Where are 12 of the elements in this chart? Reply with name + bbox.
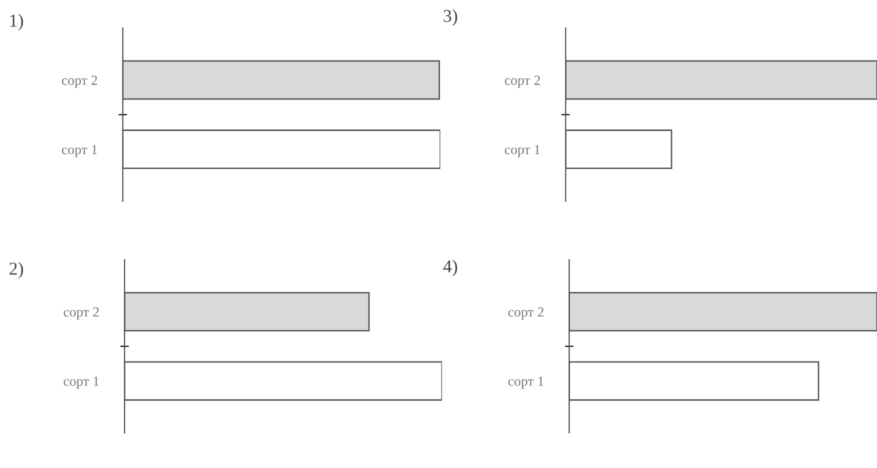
y-tick-label: сорт 1 (62, 144, 97, 158)
y-tick-label: сорт 2 (64, 307, 99, 320)
y-tick-label: сорт 2 (508, 307, 544, 320)
y-tick-label: сорт 1 (508, 376, 544, 389)
y-tick-label: сорт 1 (504, 144, 540, 158)
chart-title: 2) (10, 262, 24, 278)
chart-title: 1) (10, 14, 24, 30)
chart-title: 4) (443, 260, 458, 276)
y-tick-label: сорт 2 (62, 76, 98, 88)
y-tick-label: сорт 1 (64, 376, 99, 389)
chart-title: 3) (444, 9, 458, 26)
y-tick-label: сорт 2 (504, 76, 540, 88)
